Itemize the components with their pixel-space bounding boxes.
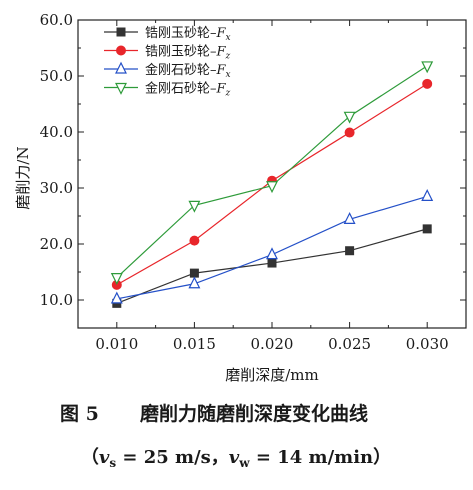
data-point-triangle-up bbox=[110, 291, 123, 304]
data-point-triangle-up bbox=[115, 61, 127, 74]
legend-label: 锆刚玉砂轮–Fz bbox=[145, 45, 231, 62]
data-point-square bbox=[422, 224, 432, 234]
vs-value: = 25 m/s， bbox=[116, 447, 229, 468]
x-tick-label: 0.025 bbox=[328, 335, 371, 353]
legend-label: 锆刚玉砂轮–Fx bbox=[145, 26, 231, 43]
y-axis-label: 磨削力/N bbox=[14, 146, 32, 209]
series-3 bbox=[110, 189, 434, 304]
x-axis-label: 磨削深度/mm bbox=[225, 366, 319, 384]
data-point-circle bbox=[116, 45, 126, 56]
conditions-open-paren: （ bbox=[81, 447, 99, 468]
data-point-triangle-up bbox=[421, 189, 434, 201]
data-point-triangle-down bbox=[266, 181, 278, 194]
data-point-triangle-down bbox=[343, 111, 356, 124]
legend-item-3: 金刚石砂轮–Fx bbox=[104, 61, 231, 80]
legend-label-main: 金刚石砂轮– bbox=[145, 81, 217, 97]
legend-label-main: 锆刚玉砂轮– bbox=[145, 45, 217, 60]
figure-title: 磨削力随磨削深度变化曲线 bbox=[139, 402, 368, 425]
conditions-close-paren: ） bbox=[373, 447, 391, 468]
vw-value: = 14 m/min bbox=[250, 447, 374, 468]
data-point-square bbox=[345, 246, 355, 256]
data-point-triangle-up bbox=[343, 212, 356, 224]
data-point-square bbox=[267, 258, 277, 268]
legend-item-4: 金刚石砂轮–Fz bbox=[104, 81, 231, 99]
legend-label-subscript: z bbox=[225, 89, 231, 99]
plot-frame bbox=[77, 19, 467, 329]
vw-variable: v bbox=[229, 447, 240, 468]
y-tick-label: 50.0 bbox=[40, 67, 73, 85]
series-layer bbox=[110, 61, 434, 308]
axis-ticks bbox=[78, 19, 466, 329]
y-tick-label: 10.0 bbox=[40, 291, 73, 309]
legend-label-main: 锆刚玉砂轮– bbox=[145, 26, 217, 41]
data-point-square bbox=[116, 27, 126, 37]
legend-label-variable: F bbox=[216, 26, 227, 41]
data-point-triangle-up bbox=[266, 247, 278, 260]
x-tick-label: 0.030 bbox=[406, 335, 449, 353]
legend-item-2: 锆刚玉砂轮–Fz bbox=[104, 45, 231, 62]
y-tick-label: 40.0 bbox=[40, 123, 73, 141]
y-tick-label: 30.0 bbox=[40, 179, 73, 197]
data-point-circle bbox=[422, 78, 433, 89]
data-point-triangle-down bbox=[115, 82, 127, 95]
data-point-circle bbox=[344, 127, 355, 138]
legend-label-main: 金刚石砂轮– bbox=[145, 62, 217, 78]
data-point-triangle-down bbox=[188, 200, 201, 213]
data-point-square bbox=[189, 268, 199, 278]
vw-subscript: w bbox=[238, 456, 250, 470]
legend-label-subscript: x bbox=[226, 33, 231, 43]
data-point-triangle-down bbox=[110, 273, 123, 285]
y-tick-label: 20.0 bbox=[40, 235, 73, 253]
figure-caption: 图 5 磨削力随磨削深度变化曲线 bbox=[60, 402, 368, 425]
x-tick-label: 0.020 bbox=[251, 335, 294, 353]
data-point-circle bbox=[189, 235, 200, 246]
legend-label-subscript: x bbox=[226, 70, 231, 80]
vs-variable: v bbox=[99, 447, 110, 468]
figure-label: 图 5 bbox=[60, 403, 99, 425]
legend-label-variable: F bbox=[216, 82, 227, 97]
x-tick-labels: 0.010 0.015 0.020 0.025 0.030 bbox=[95, 335, 448, 353]
legend-label-variable: F bbox=[216, 45, 227, 60]
legend-label-variable: F bbox=[216, 63, 227, 78]
x-tick-label: 0.015 bbox=[173, 335, 216, 353]
x-tick-label: 0.010 bbox=[95, 335, 138, 353]
y-tick-label: 60.0 bbox=[40, 11, 73, 29]
y-tick-labels: 10.0 20.0 30.0 40.0 50.0 60.0 bbox=[40, 11, 73, 309]
vs-subscript: s bbox=[109, 456, 116, 470]
legend-label-subscript: z bbox=[225, 52, 231, 62]
data-point-triangle-up bbox=[188, 276, 201, 289]
legend-item-1: 锆刚玉砂轮–Fx bbox=[104, 26, 231, 43]
legend-label: 金刚石砂轮–Fx bbox=[145, 62, 231, 80]
plot-border bbox=[77, 19, 467, 329]
series-4 bbox=[110, 61, 434, 285]
figure-conditions: （vs = 25 m/s，vw = 14 m/min） bbox=[81, 447, 391, 470]
legend-label: 金刚石砂轮–Fz bbox=[145, 81, 231, 99]
series-line bbox=[116, 65, 428, 279]
data-point-triangle-down bbox=[421, 61, 434, 74]
